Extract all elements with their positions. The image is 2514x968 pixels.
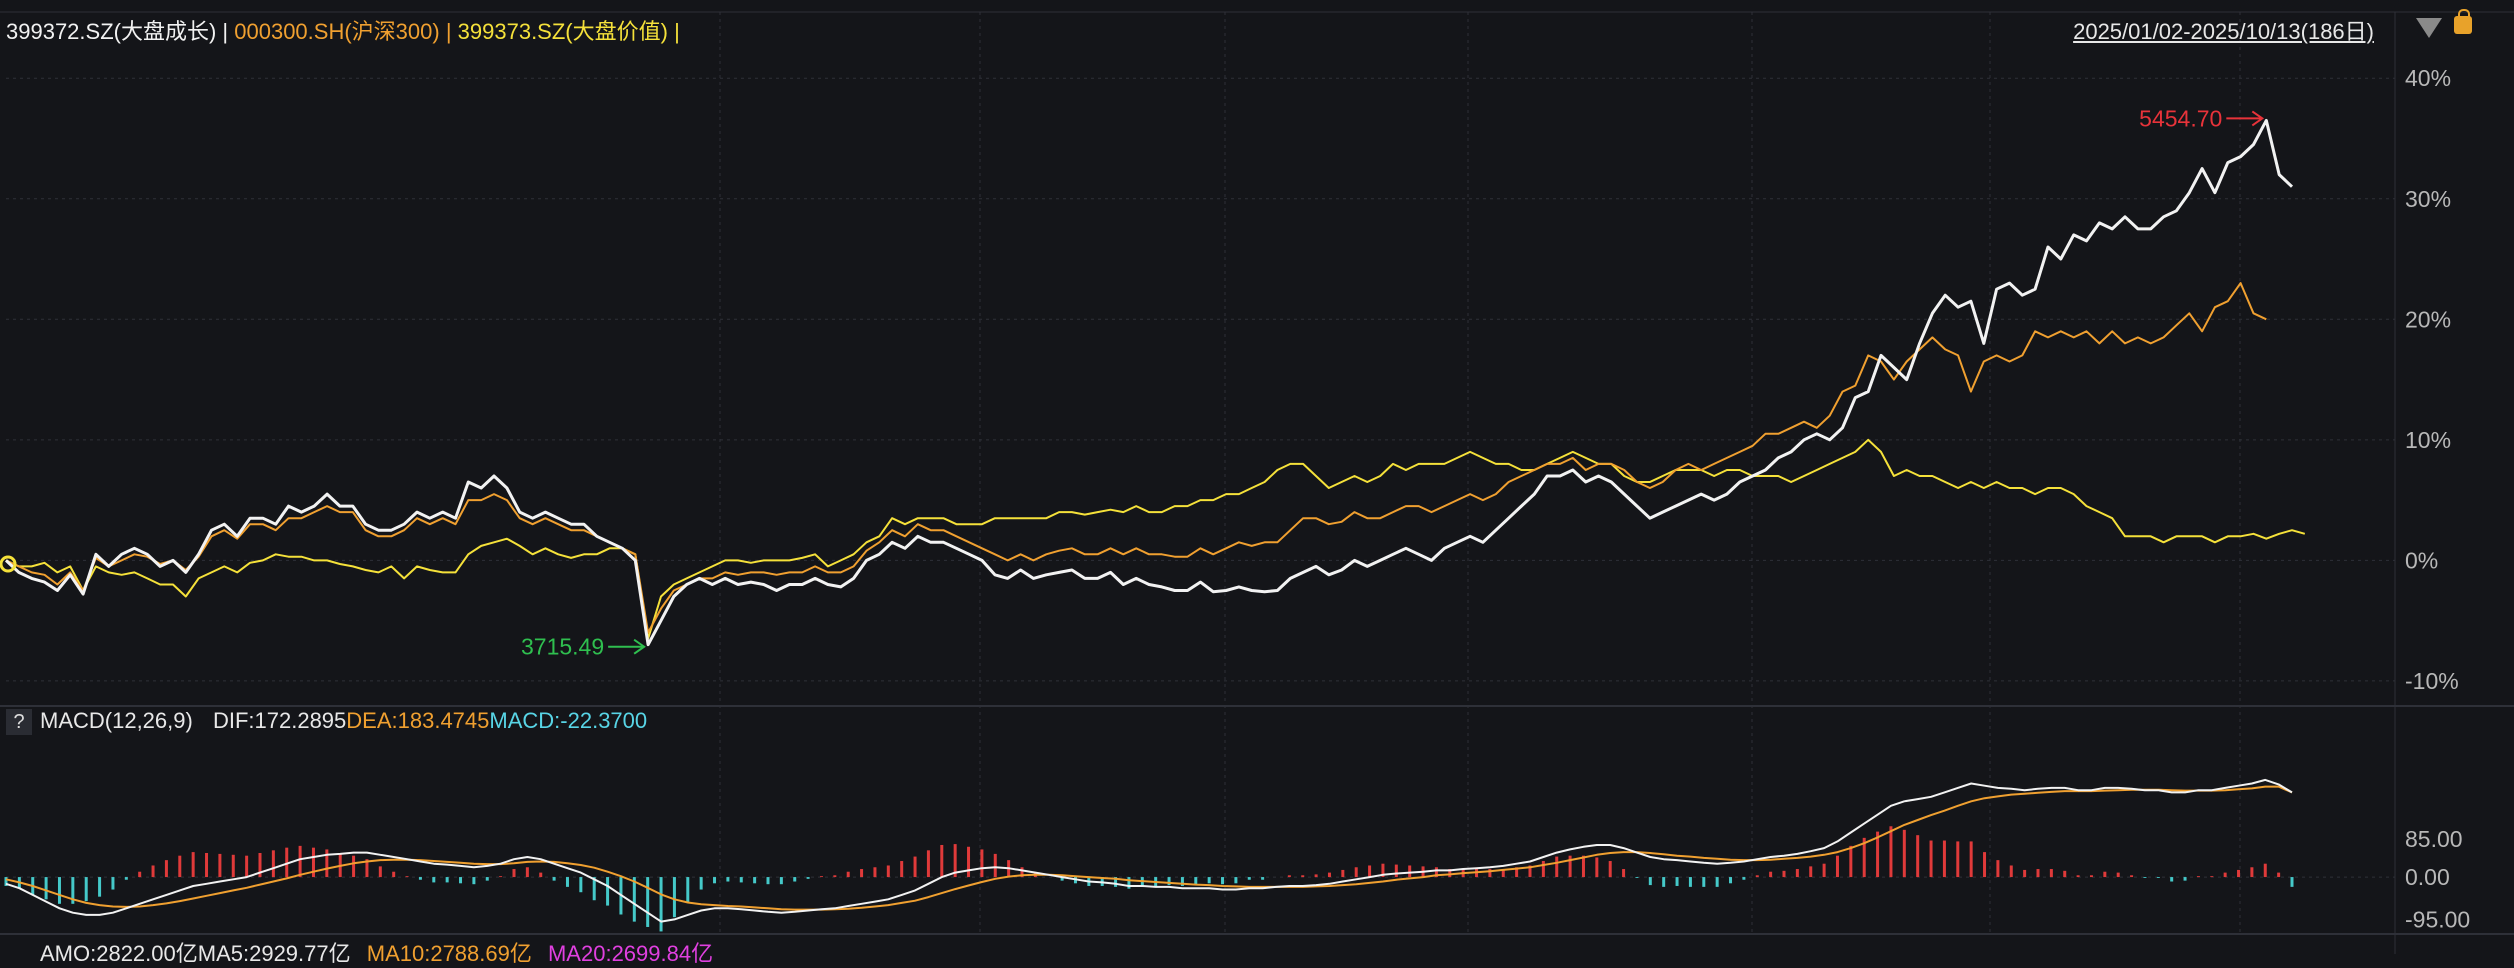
macd-line[interactable] [5,785,2293,911]
macd-line[interactable] [5,778,2293,923]
legend-value[interactable]: 399373.SZ(大盘价值) [457,19,668,44]
dropdown-triangle-icon[interactable] [2416,18,2442,38]
price-lines [4,118,2306,923]
macd-title: MACD(12,26,9) [40,708,193,733]
y-tick-label: 0% [2405,547,2438,573]
macd-dif: DIF:172.2895 [212,708,347,733]
series-line[interactable] [4,118,2294,647]
series-line[interactable] [5,438,2306,640]
macd-value: MACD:-22.3700 [489,708,648,733]
date-range-selector[interactable]: 2025/01/02-2025/10/13(186日) [2073,19,2374,44]
lock-icon[interactable] [2454,9,2472,34]
series-start-marker[interactable] [0,555,17,573]
y-tick-label: 30% [2405,186,2451,212]
y-tick-label: 40% [2405,65,2451,91]
grid-lines [0,11,2514,954]
macd-y-tick-label: 85.00 [2405,826,2463,852]
series-legend: 399372.SZ(大盘成长) | 000300.SH(沪深300) | 399… [6,19,680,44]
amo-header: AMO:2822.00亿MA5:2929.77亿 MA10:2788.69亿 M… [40,936,713,968]
series-line[interactable] [5,282,2267,634]
y-tick-label: 20% [2405,306,2451,332]
macd-header: ? MACD(12,26,9) DIF:172.2895DEA:183.4745M… [6,708,647,735]
macd-y-tick-label: 0.00 [2405,864,2450,890]
macd-dea: DEA:183.4745 [346,708,490,733]
macd-histogram [4,826,2294,932]
help-icon[interactable]: ? [6,709,32,735]
extreme-annotations: 5454.70 3715.49 [521,105,2265,660]
legend-hs300[interactable]: 000300.SH(沪深300) [234,19,440,44]
macd-y-tick-label: -95.00 [2405,906,2470,932]
y-axis-labels: 40% 30% 20% 10% 0% -10% 85.00 0.00 -95.00 [2405,65,2470,932]
y-tick-label: -10% [2405,668,2459,694]
min-value-label: 3715.49 [521,634,604,660]
y-tick-label: 10% [2405,427,2451,453]
max-value-label: 5454.70 [2139,105,2222,131]
legend-growth[interactable]: 399372.SZ(大盘成长) [6,19,217,44]
